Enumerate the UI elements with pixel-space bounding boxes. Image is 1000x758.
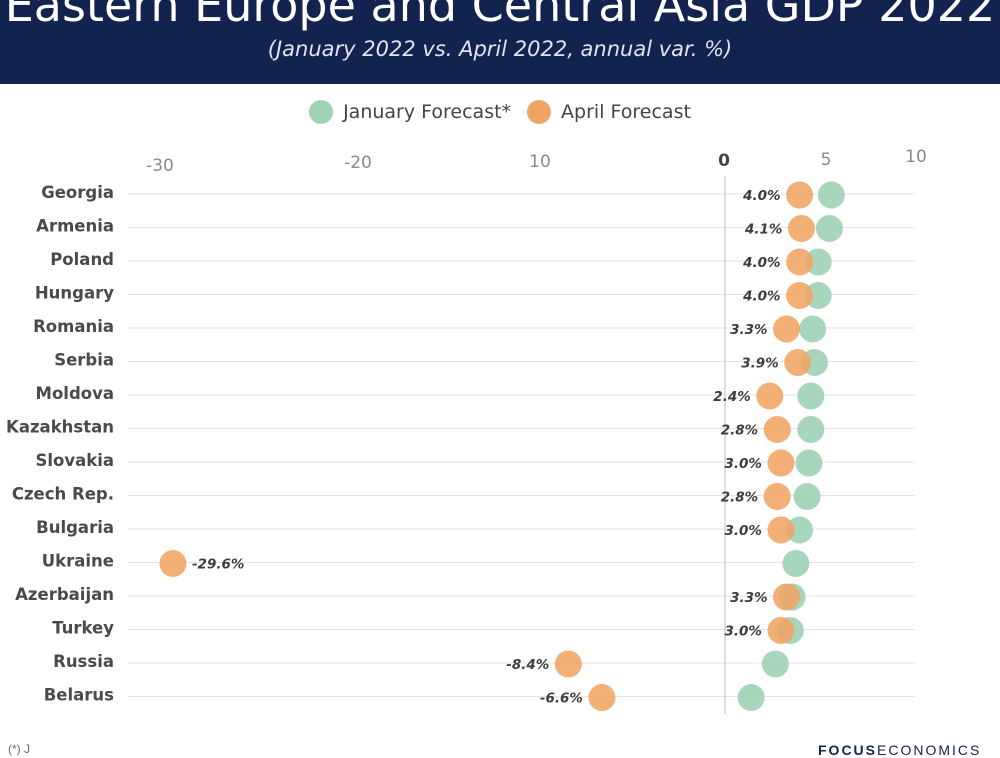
- april-point-4: [773, 315, 801, 343]
- april-point-8: [767, 449, 795, 477]
- april-data-label-8: 3.0%: [724, 456, 761, 472]
- x-tick-label-0: -30: [146, 156, 174, 176]
- x-tick-label-2: 10: [529, 152, 551, 172]
- category-label-8: Slovakia: [35, 451, 114, 470]
- x-tick-label-5: 10: [905, 147, 927, 167]
- january-point-10: [786, 516, 814, 544]
- category-label-13: Turkey: [52, 619, 114, 638]
- focus-economics-logo: FOCUSECONOMICS: [818, 742, 981, 758]
- april-data-label-5: 3.9%: [741, 356, 778, 372]
- april-data-label-6: 2.4%: [713, 389, 750, 405]
- logo-bold: FOCUS: [818, 742, 877, 758]
- april-point-7: [763, 416, 791, 443]
- chart-title: Eastern Europe and Central Asia GDP 2022: [4, 0, 996, 32]
- april-point-6: [756, 382, 784, 410]
- x-tick-label-1: -20: [344, 153, 372, 173]
- january-point-7: [797, 416, 825, 443]
- april-point-15: [588, 684, 616, 711]
- january-point-1: [815, 215, 843, 242]
- january-point-15: [737, 684, 765, 711]
- april-point-2: [786, 248, 814, 276]
- april-data-label-7: 2.8%: [721, 423, 758, 439]
- chart-subtitle: (January 2022 vs. April 2022, annual var…: [267, 37, 733, 61]
- category-label-11: Ukraine: [42, 552, 114, 571]
- category-label-7: Kazakhstan: [6, 418, 114, 437]
- april-point-3: [786, 282, 814, 309]
- legend-swatch-january: [309, 100, 334, 124]
- april-data-label-13: 3.0%: [724, 624, 761, 640]
- category-label-5: Serbia: [54, 351, 114, 370]
- x-tick-label-4: 5: [821, 150, 832, 170]
- april-data-label-2: 4.0%: [742, 255, 780, 271]
- april-point-11: [159, 550, 187, 577]
- april-point-12: [773, 583, 801, 611]
- january-point-9: [793, 483, 821, 510]
- january-point-4: [799, 315, 827, 343]
- logo-rest: ECONOMICS: [877, 742, 982, 758]
- category-label-14: Russia: [53, 652, 114, 671]
- category-label-3: Hungary: [35, 284, 114, 303]
- legend-label-january: January Forecast*: [343, 101, 512, 123]
- january-point-6: [797, 382, 825, 410]
- category-label-2: Poland: [50, 250, 114, 269]
- april-data-label-3: 4.0%: [742, 289, 780, 305]
- category-label-12: Azerbaijan: [15, 585, 114, 604]
- april-point-14: [554, 650, 582, 678]
- april-point-5: [784, 349, 812, 376]
- january-point-14: [761, 650, 789, 678]
- january-point-3: [804, 282, 832, 309]
- april-data-label-10: 3.0%: [724, 523, 761, 539]
- category-label-0: Georgia: [41, 183, 114, 202]
- january-point-8: [795, 449, 823, 477]
- april-data-label-11: -29.6%: [192, 557, 244, 573]
- header-banner: Eastern Europe and Central Asia GDP 2022…: [0, 0, 1000, 84]
- legend-swatch-april: [527, 100, 552, 124]
- april-data-label-0: 4.0%: [742, 188, 780, 204]
- category-label-10: Bulgaria: [36, 518, 114, 537]
- january-point-0: [817, 181, 845, 209]
- category-label-9: Czech Rep.: [12, 485, 114, 504]
- source-note: (*) J: [8, 742, 30, 756]
- legend-item-april: April Forecast: [527, 100, 691, 124]
- x-tick-label-3: 0: [718, 151, 730, 171]
- april-data-label-9: 2.8%: [721, 490, 758, 506]
- category-label-6: Moldova: [36, 384, 114, 403]
- april-point-9: [763, 483, 791, 510]
- legend-label-april: April Forecast: [561, 101, 691, 123]
- legend-item-january: January Forecast*: [309, 100, 511, 124]
- category-label-1: Armenia: [36, 217, 114, 236]
- april-point-1: [787, 215, 815, 242]
- april-point-13: [767, 617, 795, 644]
- april-data-label-14: -8.4%: [506, 657, 549, 673]
- category-label-4: Romania: [33, 317, 114, 336]
- april-data-label-12: 3.3%: [730, 590, 767, 606]
- january-point-2: [804, 248, 832, 276]
- category-label-15: Belarus: [44, 686, 114, 705]
- april-data-label-4: 3.3%: [730, 322, 767, 338]
- april-point-0: [786, 181, 814, 209]
- april-point-10: [767, 516, 795, 544]
- january-point-11: [782, 550, 810, 577]
- april-data-label-15: -6.6%: [540, 691, 583, 707]
- april-data-label-1: 4.1%: [744, 222, 782, 238]
- legend: January Forecast* April Forecast: [0, 100, 1000, 124]
